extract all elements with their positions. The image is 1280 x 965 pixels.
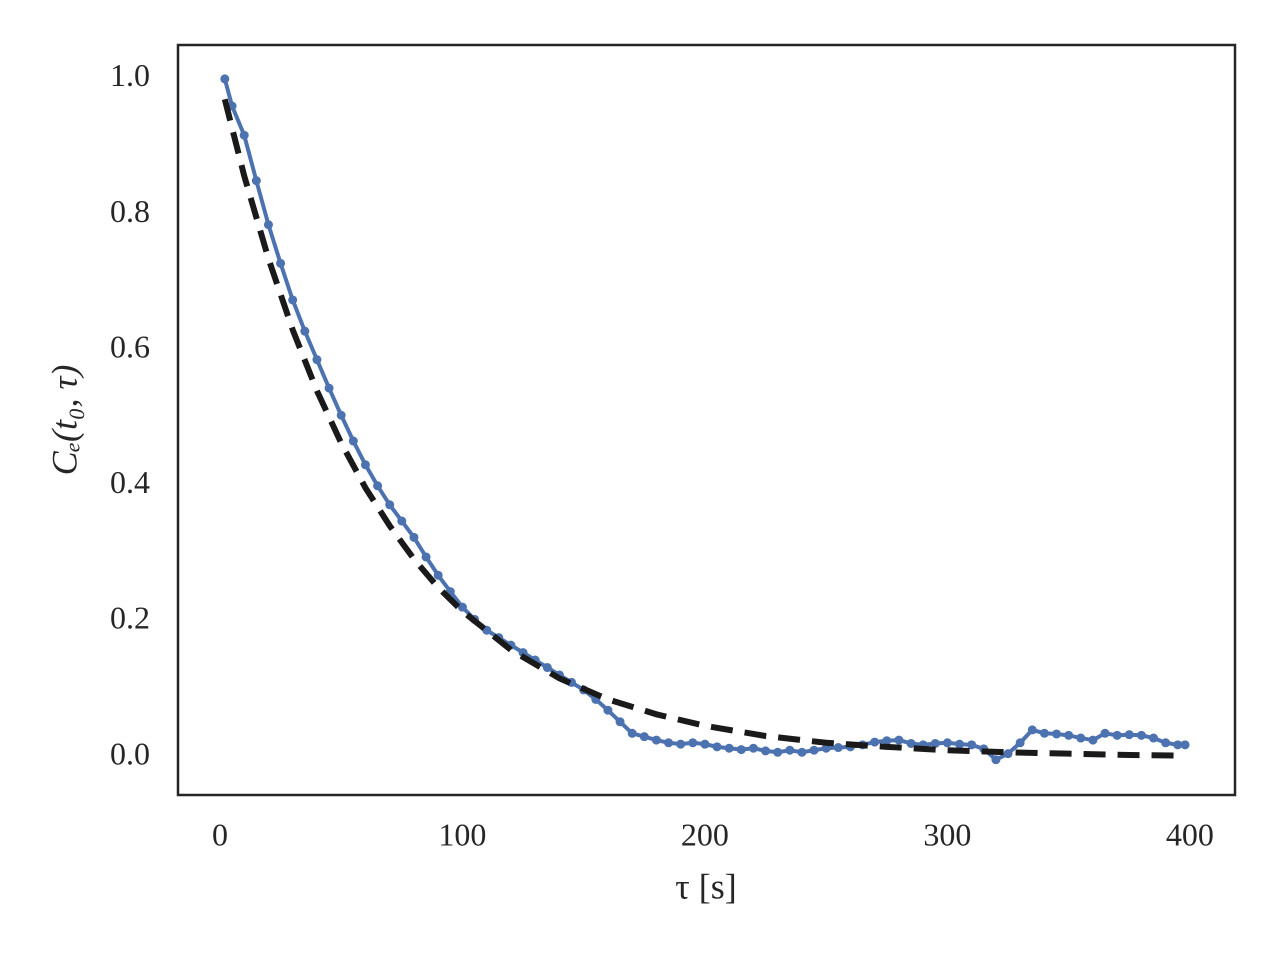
fit-line — [221, 98, 1186, 759]
y-tick-label: 0.4 — [110, 464, 150, 500]
data-point — [1149, 733, 1159, 743]
x-tick-label: 400 — [1166, 816, 1214, 852]
data-point — [930, 738, 940, 748]
data-point — [724, 743, 734, 753]
data-point — [676, 739, 686, 749]
data-point — [773, 747, 783, 757]
data-point — [1112, 730, 1122, 740]
data-point — [397, 516, 407, 526]
y-tick-label: 0.6 — [110, 328, 150, 364]
data-point — [288, 295, 298, 305]
data-point — [664, 738, 674, 748]
data-point — [433, 570, 443, 580]
x-tick-label: 0 — [212, 816, 228, 852]
data-line — [222, 78, 1186, 763]
data-point — [870, 737, 880, 747]
data-point — [1088, 735, 1098, 745]
y-tick-label: 0.8 — [110, 193, 150, 229]
data-point — [1076, 733, 1086, 743]
data-point — [263, 220, 273, 230]
x-axis-label: τ [s] — [675, 866, 736, 906]
data-point — [688, 738, 698, 748]
y-tick-label: 1.0 — [110, 57, 150, 93]
data-point — [300, 326, 310, 336]
data-point — [809, 745, 819, 755]
y-axis-label: Cₑ(t₀, τ) — [44, 365, 84, 476]
data-point — [700, 739, 710, 749]
data-point — [518, 648, 528, 658]
data-point — [736, 745, 746, 755]
data-point — [421, 552, 431, 562]
data-point — [1136, 730, 1146, 740]
data-point — [1124, 730, 1134, 740]
data-point — [1039, 728, 1049, 738]
data-point — [336, 410, 346, 420]
data-point — [312, 355, 322, 365]
data-point — [373, 481, 383, 491]
data-point — [748, 743, 758, 753]
data-point — [1173, 740, 1183, 750]
data-point — [967, 740, 977, 750]
data-point — [761, 746, 771, 756]
data-point — [1027, 725, 1037, 735]
data-point — [276, 258, 286, 268]
data-point — [239, 130, 249, 140]
data-point — [894, 735, 904, 745]
data-point — [360, 460, 370, 470]
x-tick-label: 100 — [438, 816, 486, 852]
data-point — [651, 735, 661, 745]
y-tick-label: 0.0 — [110, 735, 150, 771]
data-point — [1003, 749, 1013, 759]
plot-frame — [176, 43, 1237, 797]
data-point — [1161, 738, 1171, 748]
data-point — [955, 739, 965, 749]
data-point — [542, 663, 552, 673]
x-tick-label: 200 — [681, 816, 729, 852]
data-point — [409, 532, 419, 542]
data-point — [385, 500, 395, 510]
data-point — [797, 747, 807, 757]
data-point — [991, 755, 1001, 765]
data-point — [324, 383, 334, 393]
data-point — [833, 743, 843, 753]
data-point — [251, 176, 261, 186]
data-point — [785, 745, 795, 755]
data-point — [603, 705, 613, 715]
data-point — [712, 742, 722, 752]
data-point — [906, 738, 916, 748]
y-tick-label: 0.2 — [110, 600, 150, 636]
data-point — [821, 743, 831, 753]
data-point — [1015, 738, 1025, 748]
data-point — [457, 602, 467, 612]
data-point — [639, 732, 649, 742]
data-point — [1100, 728, 1110, 738]
data-point — [627, 728, 637, 738]
data-point — [942, 738, 952, 748]
data-point — [348, 436, 358, 446]
data-point — [882, 736, 892, 746]
data-point — [1064, 730, 1074, 740]
x-tick-label: 300 — [923, 816, 971, 852]
data-point — [220, 74, 230, 84]
data-point — [1180, 740, 1190, 750]
data-point — [1052, 729, 1062, 739]
data-point — [615, 717, 625, 727]
